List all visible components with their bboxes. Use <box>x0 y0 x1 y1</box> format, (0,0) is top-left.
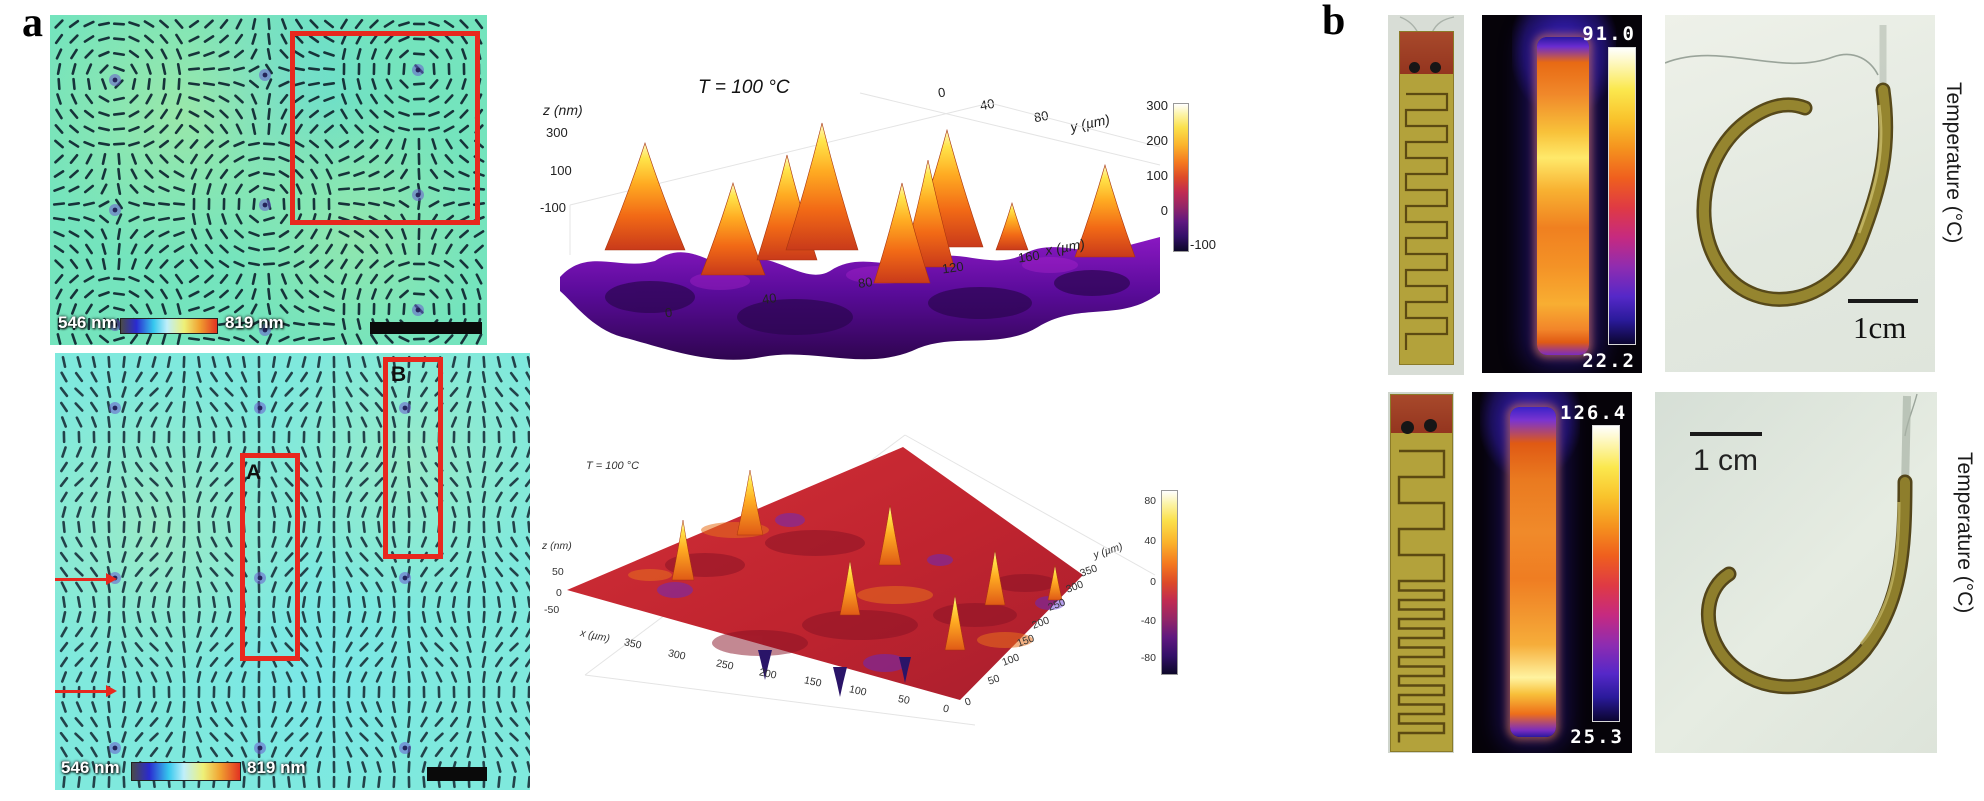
colorbar-min-label: 546 nm <box>58 313 117 332</box>
thermal-image-row2: 126.4 25.3 <box>1472 392 1632 753</box>
thermal-colorbar <box>1592 425 1620 722</box>
heater-photo-row2 <box>1388 392 1454 753</box>
scale-bar <box>427 767 487 781</box>
scale-bar-label: 1 cm <box>1693 444 1759 477</box>
cbar-tick: 0 <box>1160 203 1168 218</box>
z-colorbar <box>1161 490 1178 675</box>
thermal-max-value: 126.4 <box>1560 402 1628 424</box>
z-tick: -50 <box>544 604 560 616</box>
solder-dot <box>1409 62 1420 73</box>
electrode-header <box>1400 32 1453 74</box>
solder-dot <box>1430 62 1441 73</box>
z-tick: 50 <box>552 566 564 578</box>
kapton-strip <box>1390 394 1453 752</box>
clear-tail <box>1901 395 1911 489</box>
surface-3d-bottom <box>567 434 1156 726</box>
thermal-min-value: 22.2 <box>1582 350 1636 372</box>
serpentine-trace <box>1397 449 1446 743</box>
colorbar-max-label: 819 nm <box>247 758 306 777</box>
x-tick: 40 <box>761 290 778 307</box>
x-tick: 80 <box>857 274 874 291</box>
solder-dot <box>1401 421 1414 434</box>
panel-b-label: b <box>1322 0 1346 44</box>
cbar-tick: -100 <box>1190 237 1217 252</box>
wire <box>1665 53 1879 76</box>
curl-strip <box>1699 85 1891 305</box>
thermal-image-row1: 91.0 22.2 <box>1482 15 1642 373</box>
colorbar-max-label: 819 nm <box>225 313 284 332</box>
plot-title: T = 100 °C <box>586 460 640 472</box>
colorbar-min-label: 546 nm <box>61 758 120 777</box>
surface-plot-bottom: T = 100 °C z (nm) 50 0 -50 <box>540 390 1284 785</box>
curled-actuator-photo-row1: 1cm <box>1665 15 1935 372</box>
panel-a-label: a <box>22 0 43 46</box>
defect-arrow-2 <box>55 685 117 697</box>
z-colorbar <box>1173 103 1189 252</box>
x-tick: 120 <box>941 258 965 277</box>
roi-box-b <box>383 357 443 559</box>
roi-box-a <box>240 453 300 661</box>
z-tick: 0 <box>556 587 562 599</box>
temperature-axis-label-row2: Temperature (°C) <box>1953 452 1976 614</box>
plot-title: T = 100 °C <box>698 77 790 98</box>
defect-arrow-1 <box>55 573 117 585</box>
roi-a-label: A <box>246 461 262 484</box>
curl-strip-shadow <box>1700 474 1913 695</box>
curled-actuator-photo-row2: 1 cm <box>1655 392 1937 753</box>
z-axis-label: z (nm) <box>542 540 572 552</box>
serpentine-trace <box>1404 92 1449 350</box>
solder-dot <box>1424 419 1437 432</box>
surface-3d-top <box>560 92 1161 360</box>
curl-strip <box>1703 477 1910 692</box>
curl-illustration <box>1700 393 1918 695</box>
cbar-tick: 100 <box>1146 168 1168 183</box>
director-field-top <box>52 17 486 345</box>
curl-highlight <box>1859 501 1901 645</box>
scale-bar <box>370 322 482 334</box>
cbar-tick: 40 <box>1144 535 1156 547</box>
z-tick: -100 <box>540 200 567 215</box>
cbar-tick: 300 <box>1146 98 1168 113</box>
thermal-max-value: 91.0 <box>1582 23 1636 45</box>
scale-bar-line <box>1848 299 1918 303</box>
scale-bar-label: 1cm <box>1853 310 1907 345</box>
x-tick: 160 <box>1017 247 1041 266</box>
scale-bar-line <box>1690 432 1762 436</box>
retardance-colorbar <box>120 318 218 334</box>
curl-strip-shadow <box>1696 82 1894 307</box>
heater-photo-row1 <box>1388 15 1464 375</box>
z-axis-label: z (nm) <box>543 102 583 118</box>
roi-b-label: B <box>391 363 407 386</box>
surface-plot-top: T = 100 °C z (nm) 300 100 -100 0 40 80 y… <box>540 45 1240 360</box>
cbar-tick: -40 <box>1140 615 1156 627</box>
curl-highlight <box>1857 104 1883 234</box>
z-tick: 100 <box>550 163 572 178</box>
cbar-tick: 200 <box>1146 133 1168 148</box>
retardance-colorbar <box>131 762 241 781</box>
cbar-tick: -80 <box>1140 652 1156 664</box>
temperature-axis-label-row1: Temperature (°C) <box>1942 82 1965 244</box>
pom-micrograph-defect-lattice: 546 nm 819 nm <box>50 15 487 345</box>
cbar-tick: 0 <box>1150 576 1156 588</box>
thermal-min-value: 25.3 <box>1570 726 1624 748</box>
cbar-tick: 80 <box>1144 495 1156 507</box>
kapton-strip <box>1399 31 1454 365</box>
thermal-colorbar <box>1608 47 1636 345</box>
curl-illustration <box>1665 25 1894 307</box>
hot-strip-glow <box>1537 37 1589 355</box>
pom-micrograph-stripe-pattern: A B 546 nm 819 nm <box>55 353 530 790</box>
roi-box <box>290 31 480 225</box>
director-field-bottom <box>59 355 530 789</box>
z-tick: 300 <box>546 125 568 140</box>
x-tick: 50 <box>896 692 911 708</box>
hot-strip-glow <box>1510 407 1556 737</box>
